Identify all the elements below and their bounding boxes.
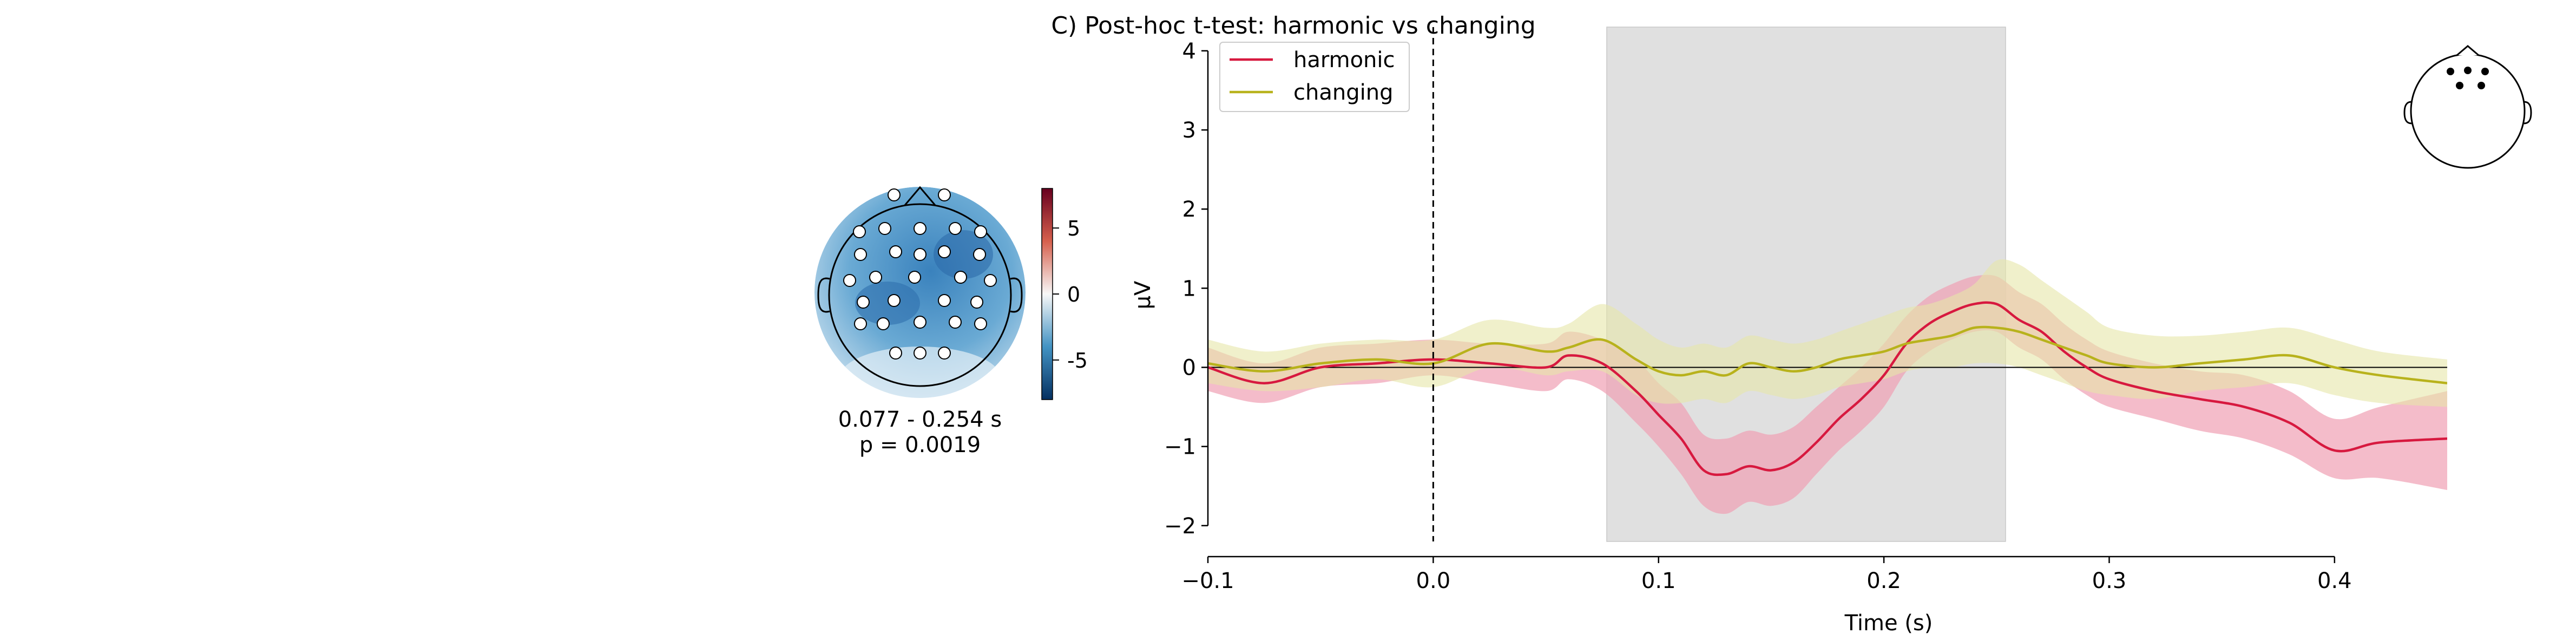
topomap-p-value: p = 0.0019: [859, 433, 981, 458]
topomap-sensor: [970, 296, 983, 309]
topomap-left-ear: [817, 277, 830, 313]
topomap-sensor: [949, 222, 962, 235]
topomap-sensor: [888, 294, 901, 307]
changing-confidence-band: [1208, 259, 2447, 407]
inset-sensor: [2481, 68, 2489, 75]
colorbar-gradient: [1041, 188, 1053, 400]
topomap-sensor: [914, 222, 926, 235]
topomap-head-outline: [828, 203, 1012, 387]
erp-plot: −2 −1 0 1 2 3 4 −0.1 0.0 0.1 0.2 0.3 0.4 µV Time (s…: [1131, 27, 2447, 636]
sensor-location-inset: [2403, 45, 2532, 169]
topomap-sensor: [984, 274, 997, 287]
topomap-sensor: [843, 274, 856, 287]
legend-changing-label: changing: [1293, 80, 1393, 105]
inset-right-ear: [2524, 101, 2532, 125]
topomap-sensor: [877, 317, 890, 330]
topomap-sensor: [889, 347, 902, 360]
x-axis-label: Time (s): [1844, 611, 1933, 636]
topomap-time-window: 0.077 - 0.254 s: [838, 407, 1002, 432]
topomap-sensor: [938, 245, 951, 258]
y-tick-label-6: 4: [1182, 39, 1196, 64]
figure-title: C) Post-hoc t-test: harmonic vs changing: [1051, 12, 1535, 40]
x-tick-label-1: 0.0: [1416, 569, 1451, 593]
topomap-sensor: [954, 271, 967, 284]
colorbar-tick-label-1: 0: [1067, 283, 1080, 306]
topomap-sensor: [914, 347, 926, 360]
topomap-sensor: [878, 222, 891, 235]
x-tick-label-0: −0.1: [1181, 569, 1234, 593]
topomap-sensor: [974, 317, 987, 330]
y-axis-label: µV: [1131, 280, 1155, 309]
topomap-sensor: [914, 248, 926, 261]
topomap-sensor: [938, 294, 951, 307]
x-tick-label-2: 0.1: [1641, 569, 1676, 593]
topomap-sensor: [854, 317, 867, 330]
x-tick-label-3: 0.2: [1867, 569, 1901, 593]
inset-sensor: [2456, 82, 2463, 89]
x-tick-label-4: 0.3: [2092, 569, 2127, 593]
y-tick-label-1: −1: [1164, 435, 1196, 460]
topomap-sensor: [938, 347, 951, 360]
topomap-sensor: [853, 225, 866, 238]
topomap-sensor: [949, 316, 962, 329]
y-tick-label-4: 2: [1182, 197, 1196, 222]
y-tick-label-5: 3: [1182, 118, 1196, 143]
topomap-sensors: [843, 188, 997, 360]
topomap-sensor: [973, 248, 986, 261]
topomap-right-ear: [1010, 277, 1023, 313]
harmonic-confidence-band: [1208, 275, 2447, 514]
topomap-sensor: [857, 296, 870, 309]
changing-line: [1208, 325, 2447, 384]
topomap-sensor: [888, 188, 901, 201]
legend: harmonic changing: [1219, 42, 1410, 112]
topomap-nose: [904, 186, 936, 206]
topomap-sensor: [869, 271, 882, 284]
topomap-sensor: [854, 248, 867, 261]
topomap-sensor: [889, 245, 902, 258]
colorbar-tick-label-2: -5: [1067, 349, 1088, 373]
x-tick-label-5: 0.4: [2317, 569, 2352, 593]
colorbar: 5 0 -5: [1041, 188, 1088, 400]
topomap: 0.077 - 0.254 s p = 0.0019: [814, 186, 1026, 458]
legend-harmonic-label: harmonic: [1293, 48, 1395, 73]
y-tick-label-2: 0: [1182, 355, 1196, 380]
inset-nose: [2456, 45, 2479, 56]
y-tick-label-3: 1: [1182, 276, 1196, 301]
y-tick-label-0: −2: [1164, 514, 1196, 539]
topomap-sensor: [914, 316, 926, 329]
topomap-sensor: [938, 188, 951, 201]
inset-sensor: [2464, 67, 2472, 74]
inset-left-ear: [2403, 101, 2412, 125]
inset-sensor: [2478, 82, 2485, 89]
inset-sensor: [2447, 68, 2454, 75]
topomap-sensor: [908, 271, 921, 284]
harmonic-line: [1208, 301, 2447, 476]
colorbar-tick-label-0: 5: [1067, 217, 1080, 240]
topomap-sensor: [974, 225, 987, 238]
